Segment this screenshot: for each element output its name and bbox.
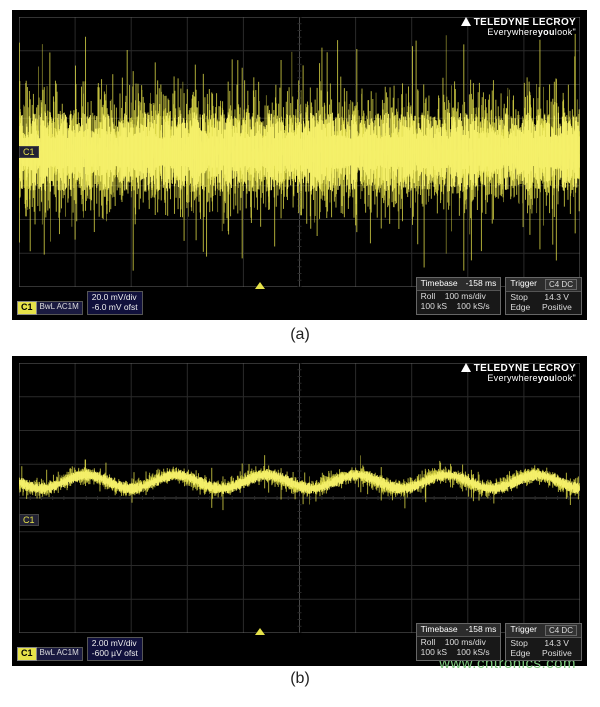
channel-readout-bar-b: C1 BwL AC1M 2.00 mV/div -600 µV ofst (17, 637, 143, 661)
oscilloscope-panel-b: TELEDYNE LECROY Everywhereyoulook" C1 C1… (12, 356, 587, 666)
caption-b: (b) (12, 670, 588, 688)
brand-logo: TELEDYNE LECROY Everywhereyoulook" (461, 363, 576, 384)
channel-tag-a: C1 (19, 146, 39, 158)
caption-a: (a) (12, 326, 588, 344)
trigger-box-b: TriggerC4 DC Stop 14.3 V Edge Positive (505, 623, 582, 661)
channel-label-a: C1 (17, 301, 37, 315)
channel-readout-bar-a: C1 BwL AC1M 20.0 mV/div -6.0 mV ofst (17, 291, 143, 315)
channel-label-b: C1 (17, 647, 37, 661)
trigger-marker-icon (255, 628, 265, 635)
trigger-box-a: TriggerC4 DC Stop 14.3 V Edge Positive (505, 277, 582, 315)
waveform-plot-b: C1 (19, 363, 580, 633)
waveform-plot-a: C1 (19, 17, 580, 287)
channel-scale-b: 2.00 mV/div -600 µV ofst (87, 637, 143, 661)
trigger-marker-icon (255, 282, 265, 289)
channel-flags-a: BwL AC1M (37, 301, 83, 315)
timebase-box-a: Timebase-158 ms Roll 100 ms/div 100 kS 1… (416, 277, 502, 315)
oscilloscope-panel-a: TELEDYNE LECROY Everywhereyoulook" C1 C1… (12, 10, 587, 320)
channel-tag-b: C1 (19, 514, 39, 526)
channel-scale-a: 20.0 mV/div -6.0 mV ofst (87, 291, 143, 315)
channel-flags-b: BwL AC1M (37, 647, 83, 661)
brand-logo: TELEDYNE LECROY Everywhereyoulook" (461, 17, 576, 38)
timebase-box-b: Timebase-158 ms Roll 100 ms/div 100 kS 1… (416, 623, 502, 661)
